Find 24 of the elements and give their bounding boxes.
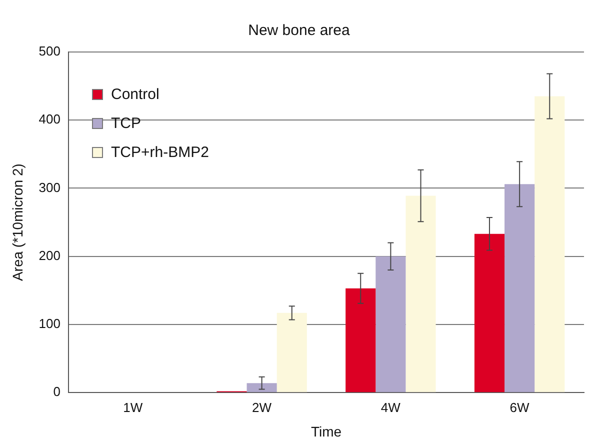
legend-label: TCP+rh-BMP2: [111, 144, 209, 161]
y-tick-label: 500: [38, 44, 60, 59]
bar: [406, 196, 436, 392]
y-tick-label: 200: [38, 248, 60, 263]
x-tick-label: 6W: [510, 400, 530, 415]
x-tick-label: 4W: [380, 400, 402, 415]
legend-label: TCP: [111, 115, 141, 132]
y-axis-title: Area (*10micron 2): [9, 164, 26, 282]
y-tick-label: 0: [53, 384, 60, 400]
x-tick-label: 2W: [252, 400, 272, 415]
y-tick-label: 300: [38, 180, 60, 195]
legend-label: Control: [111, 86, 160, 103]
x-axis-title: Time: [310, 423, 342, 440]
bar: [504, 184, 535, 392]
bar: [246, 383, 277, 392]
bar: [534, 96, 565, 392]
y-tick-label: 400: [38, 112, 60, 127]
bar: [376, 256, 406, 392]
x-tick-label: 1W: [123, 400, 144, 415]
bar: [346, 288, 376, 392]
bar: [474, 234, 505, 392]
chart-title: New bone area: [247, 22, 351, 39]
y-tick-label: 100: [38, 316, 60, 332]
bar: [276, 312, 307, 392]
